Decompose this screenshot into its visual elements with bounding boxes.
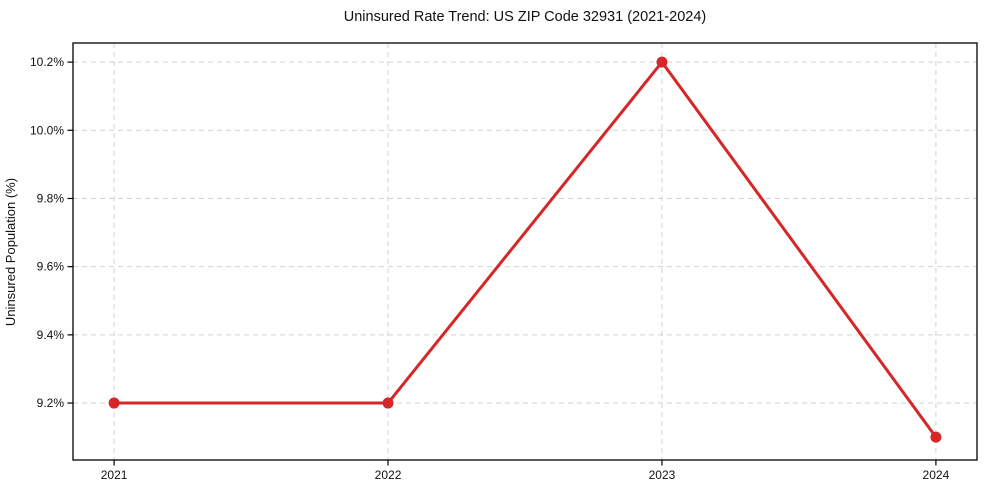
x-tick-label: 2023 bbox=[649, 468, 676, 482]
x-tick-label: 2024 bbox=[923, 468, 950, 482]
y-tick-label: 9.2% bbox=[37, 396, 65, 410]
data-point-marker bbox=[108, 397, 120, 409]
series-layer bbox=[108, 56, 942, 443]
y-tick-label: 10.2% bbox=[30, 55, 64, 69]
data-point-marker bbox=[382, 397, 394, 409]
y-tick-label: 10.0% bbox=[30, 123, 64, 137]
y-axis-label: Uninsured Population (%) bbox=[3, 178, 18, 326]
grid-layer bbox=[73, 43, 977, 460]
x-tick-label: 2021 bbox=[101, 468, 128, 482]
y-tick-label: 9.6% bbox=[37, 260, 65, 274]
x-tick-label: 2022 bbox=[375, 468, 402, 482]
chart-title: Uninsured Rate Trend: US ZIP Code 32931 … bbox=[344, 9, 706, 25]
data-point-marker bbox=[656, 56, 668, 68]
trend-line bbox=[112, 59, 938, 439]
y-tick-label: 9.4% bbox=[37, 328, 65, 342]
data-point-marker bbox=[930, 431, 942, 443]
plot-border bbox=[72, 42, 978, 461]
axes-layer: 9.2% 9.4% 9.6% 9.8% 10.0% 10.2% 2021 2022 2023 20… bbox=[30, 42, 978, 482]
y-tick-label: 9.8% bbox=[37, 191, 65, 205]
